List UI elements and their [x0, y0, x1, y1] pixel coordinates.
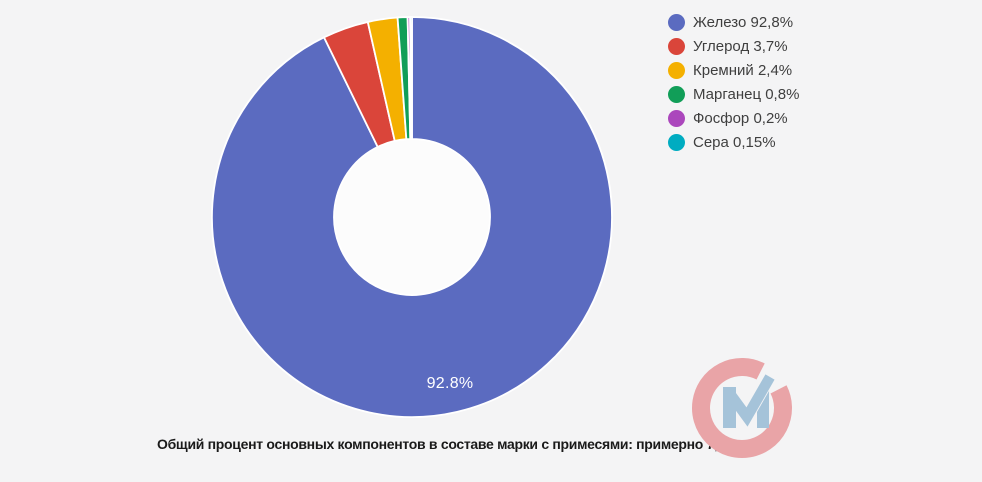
legend-item[interactable]: Фосфор 0,2% [668, 106, 799, 130]
pie-slice-Железо[interactable] [211, 16, 613, 418]
cm-watermark-logo [692, 358, 792, 458]
legend-label: Марганец 0,8% [693, 85, 800, 103]
donut-hole [334, 139, 490, 295]
logo-c-ring-icon [692, 358, 792, 458]
legend-item[interactable]: Углерод 3,7% [668, 34, 799, 58]
legend-color-dot [668, 37, 685, 55]
logo-check-stroke [723, 374, 775, 427]
legend-item[interactable]: Сера 0,15% [668, 130, 799, 154]
legend-item[interactable]: Железо 92,8% [668, 10, 799, 34]
logo-m-right-bar [757, 391, 769, 428]
donut-chart [211, 16, 613, 418]
legend-color-dot [668, 13, 685, 31]
legend-label: Кремний 2,4% [693, 61, 793, 79]
legend-color-dot [668, 61, 685, 79]
pie-slice-Сера[interactable] [409, 16, 413, 140]
legend-color-dot [668, 109, 685, 127]
legend-color-dot [668, 85, 685, 103]
summary-caption: Общий процент основных компонентов в сос… [157, 436, 738, 452]
legend-color-dot [668, 133, 685, 151]
legend-label: Фосфор 0,2% [693, 109, 788, 127]
legend-label: Сера 0,15% [693, 133, 776, 151]
legend-item[interactable]: Марганец 0,8% [668, 82, 799, 106]
logo-m-check-icon [723, 374, 775, 428]
legend-label: Железо 92,8% [693, 13, 794, 31]
largest-slice-value-label: 92.8% [426, 375, 474, 392]
chart-legend: Железо 92,8% Углерод 3,7% Кремний 2,4% Марг… [668, 10, 799, 154]
legend-label: Углерод 3,7% [693, 37, 788, 55]
legend-item[interactable]: Кремний 2,4% [668, 58, 799, 82]
